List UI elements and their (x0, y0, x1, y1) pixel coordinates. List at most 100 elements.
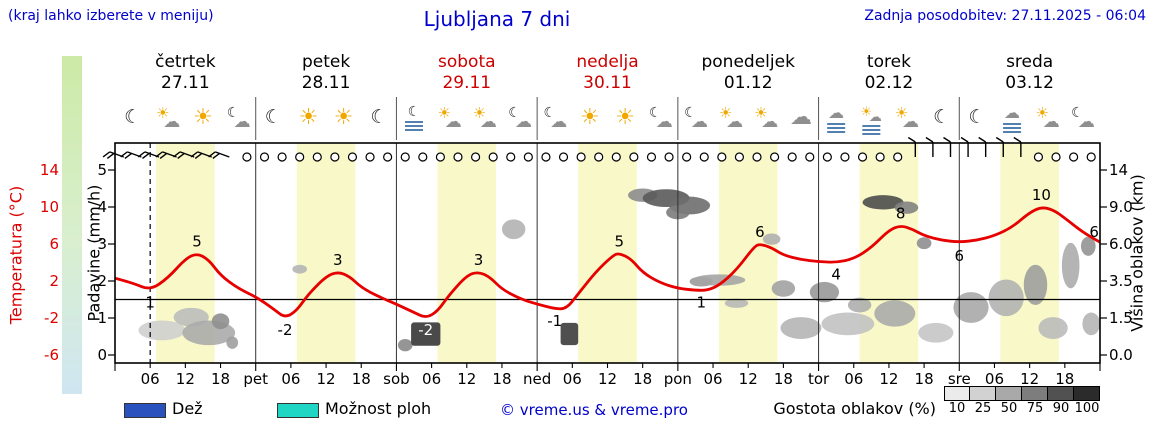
density-step-label: 50 (1000, 401, 1018, 416)
svg-text:☀: ☀ (861, 105, 873, 120)
svg-text:6: 6 (755, 223, 765, 241)
day-date: 02.12 (865, 73, 914, 93)
wind-calm-icon (699, 152, 709, 162)
page-title: Ljubljana 7 dni (423, 7, 571, 31)
svg-text:12: 12 (317, 370, 336, 388)
wind-barb-icon (925, 136, 934, 157)
svg-text:18: 18 (211, 370, 230, 388)
svg-text:06: 06 (563, 370, 582, 388)
svg-text:☾: ☾ (649, 105, 662, 121)
svg-text:18: 18 (633, 370, 652, 388)
cloud-blob (1061, 242, 1080, 289)
svg-text:pet: pet (243, 370, 268, 388)
svg-text:6: 6 (49, 235, 59, 253)
wind-calm-icon (400, 152, 410, 162)
weather-icon-moon: ☾ (933, 106, 950, 128)
day-date: 01.12 (724, 73, 773, 93)
svg-text:12: 12 (598, 370, 617, 388)
svg-text:☾: ☾ (370, 106, 387, 128)
wind-calm-icon (312, 152, 322, 162)
svg-text:6: 6 (955, 247, 965, 265)
wind-barb-icon (208, 151, 230, 160)
svg-text:1.5: 1.5 (1109, 309, 1133, 327)
weather-icon-moon-cloud: ☾☁ (543, 105, 567, 132)
svg-text:☀: ☀ (473, 104, 486, 122)
svg-text:0.0: 0.0 (1109, 346, 1133, 364)
wind-calm-icon (682, 152, 692, 162)
weather-icon-sun-cloud: ☀☁ (754, 104, 778, 132)
daylight-band (578, 143, 637, 363)
svg-text:-2: -2 (278, 321, 293, 339)
svg-text:☁: ☁ (1078, 112, 1095, 132)
svg-text:☀: ☀ (1036, 104, 1049, 122)
wind-calm-icon (383, 152, 393, 162)
showers-legend-swatch (277, 403, 319, 418)
svg-text:06: 06 (985, 370, 1004, 388)
menu-note: (kraj lahko izberete v meniju) (8, 8, 214, 24)
svg-text:ned: ned (523, 370, 551, 388)
cloud-blob (501, 219, 526, 240)
svg-text:-2: -2 (44, 309, 59, 327)
wind-calm-icon (646, 152, 657, 162)
day-name: sreda (1006, 52, 1053, 72)
svg-text:18: 18 (352, 370, 371, 388)
cloud-blob (916, 237, 932, 250)
wind-calm-icon (418, 152, 428, 162)
svg-text:☁: ☁ (1043, 112, 1060, 132)
svg-text:☁: ☁ (515, 112, 532, 132)
svg-text:-6: -6 (44, 346, 59, 364)
svg-text:06: 06 (281, 370, 300, 388)
cloud-blob (821, 312, 875, 336)
wind-calm-icon (1086, 152, 1096, 162)
svg-text:☾: ☾ (265, 106, 282, 128)
svg-text:6: 6 (1089, 223, 1099, 241)
wind-calm-icon (330, 152, 340, 162)
wind-calm-icon (1051, 152, 1061, 162)
cloud-blob (226, 336, 239, 349)
wind-barb-icon (943, 136, 952, 157)
svg-text:☁: ☁ (726, 112, 743, 132)
weather-icon-sun-cloud: ☀☁ (895, 104, 919, 132)
svg-text:14: 14 (1109, 161, 1128, 179)
svg-text:☾: ☾ (124, 106, 141, 128)
showers-legend-label: Možnost ploh (325, 399, 432, 418)
weather-icon-sun-cloud: ☀☁ (719, 104, 743, 132)
weather-icon-cloud-fog: ☁ (1003, 103, 1022, 133)
cloud-blob (692, 274, 746, 286)
svg-text:5: 5 (97, 161, 107, 179)
weather-icon-moon-cloud: ☾☁ (508, 105, 532, 132)
wind-calm-icon (805, 152, 815, 162)
weather-icons: ☾ ☀☁ ☀ ☾☁ ☾ ☀ ☀ ☾ ☾ ☀☁ ☀☁ ☾☁ ☾☁ ☀ ☀ ☾☁ ☾☁ ☀☁ ☀☁ ☁ ☁ ☀☁ ☀☁ ☾ ☾ ☁ ☀☁… (124, 103, 1095, 135)
daylight-band (437, 143, 497, 363)
wind-calm-icon (893, 152, 903, 162)
cloud-blob (847, 297, 872, 313)
wind-calm-icon (1033, 152, 1044, 162)
svg-text:☁: ☁ (550, 112, 567, 132)
weather-icon-sun: ☀ (615, 105, 635, 130)
day-date: 28.11 (302, 73, 351, 93)
density-cell (970, 386, 996, 401)
svg-text:☁: ☁ (480, 112, 497, 132)
weather-icon-sun: ☀ (193, 105, 213, 130)
svg-text:☁: ☁ (1004, 103, 1020, 122)
wind-barb-icon (1013, 136, 1022, 157)
cloud-blob (1082, 312, 1100, 336)
cloud-density-scale: 10 25 50 75 90 100 (944, 386, 1100, 416)
day-name: torek (867, 52, 911, 72)
weather-icon-moon-cloud: ☾☁ (649, 105, 673, 132)
copyright-link[interactable]: © vreme.us & vreme.pro (500, 401, 688, 419)
svg-text:18: 18 (915, 370, 934, 388)
weather-icon-sun: ☀ (299, 105, 319, 130)
wind-calm-icon (576, 152, 586, 162)
day-separators (255, 97, 960, 363)
cloud-blob (560, 322, 579, 346)
wind-calm-icon (488, 152, 498, 162)
weather-icon-sun-cloud: ☀☁ (156, 104, 180, 132)
density-cell (944, 386, 970, 401)
svg-text:☀: ☀ (156, 104, 169, 122)
wind-calm-icon (717, 152, 727, 162)
wind-calm-icon (787, 152, 797, 162)
wind-calm-icon (470, 152, 481, 162)
